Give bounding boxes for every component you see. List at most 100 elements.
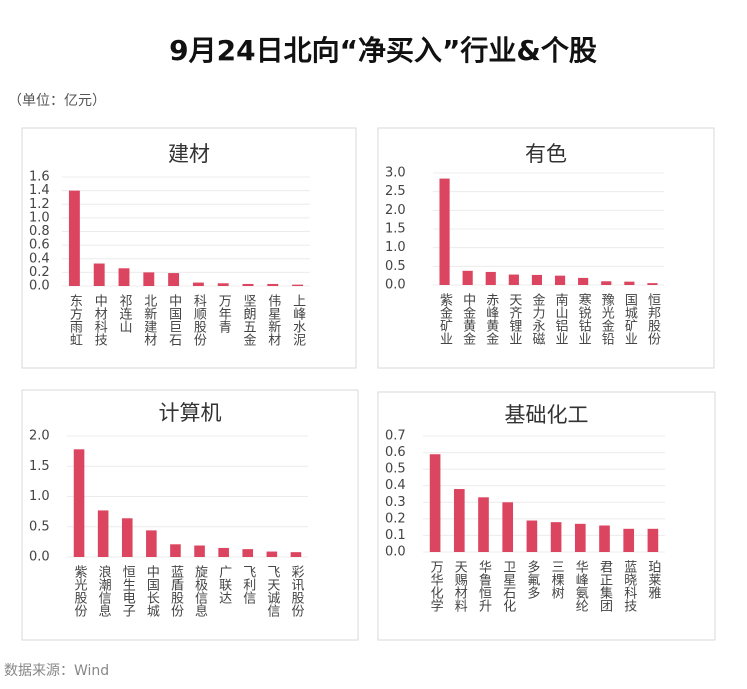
x-tick-label: 蓝盾股份 xyxy=(168,565,184,617)
x-tick-label: 科顺股份 xyxy=(191,294,207,346)
y-tick-label: 0.0 xyxy=(29,550,50,565)
bar xyxy=(192,282,204,286)
bar xyxy=(531,274,543,285)
bar xyxy=(194,545,205,557)
x-tick-label: 中金黄金 xyxy=(460,293,476,345)
x-tick-label: 国城矿业 xyxy=(622,293,638,345)
bar xyxy=(217,283,229,286)
panel-title: 基础化工 xyxy=(505,403,589,427)
x-tick-label: 华峰氨纶 xyxy=(573,560,589,612)
bar xyxy=(478,497,489,552)
x-tick-label: 彩讯股份 xyxy=(288,565,304,617)
bar xyxy=(168,273,180,286)
bar xyxy=(599,525,610,552)
y-tick-label: 1.4 xyxy=(29,183,50,198)
x-tick-label: 飞天诚信 xyxy=(264,565,280,617)
x-tick-label: 祁连山 xyxy=(117,294,133,333)
y-tick-label: 0.7 xyxy=(385,429,406,444)
bar xyxy=(647,283,658,285)
y-tick-label: 1.6 xyxy=(29,170,50,185)
bar xyxy=(647,528,659,552)
y-tick-label: 0.4 xyxy=(385,478,406,493)
y-tick-label: 1.0 xyxy=(29,489,50,504)
y-tick-label: 0.8 xyxy=(29,224,50,239)
bar xyxy=(118,268,130,286)
y-tick-label: 0.0 xyxy=(29,279,50,294)
x-tick-label: 东方雨虹 xyxy=(67,294,83,346)
bar xyxy=(290,552,302,557)
bar xyxy=(146,530,157,557)
y-tick-label: 0.2 xyxy=(385,511,406,526)
x-tick-label: 蓝晓科技 xyxy=(621,560,637,612)
bar xyxy=(508,274,519,285)
x-tick-label: 天赐材料 xyxy=(452,560,468,612)
x-tick-label: 万华化学 xyxy=(428,560,444,612)
x-tick-label: 飞利信 xyxy=(240,565,256,604)
bar xyxy=(429,454,441,552)
bar xyxy=(170,544,181,557)
bar xyxy=(68,190,80,286)
x-tick-label: 赤峰黄金 xyxy=(483,293,499,345)
bar xyxy=(97,510,109,557)
y-tick-label: 0.0 xyxy=(385,545,406,560)
y-tick-label: 0.4 xyxy=(29,251,50,266)
x-tick-label: 君正集团 xyxy=(597,560,613,612)
x-tick-label: 多氟多 xyxy=(524,559,540,599)
y-tick-label: 2.0 xyxy=(29,429,50,444)
x-tick-label: 恒邦股份 xyxy=(645,293,661,345)
x-tick-label: 浪潮信息 xyxy=(96,565,112,617)
x-tick-label: 中材科技 xyxy=(92,294,108,346)
x-tick-label: 旋极信息 xyxy=(192,565,208,617)
bar xyxy=(601,281,612,285)
x-tick-label: 广联达 xyxy=(216,565,232,605)
bar xyxy=(462,270,473,285)
bar xyxy=(242,549,254,557)
x-tick-label: 寒锐钴业 xyxy=(576,292,592,345)
x-tick-label: 中国巨石 xyxy=(166,294,182,346)
y-tick-label: 0.5 xyxy=(385,462,406,477)
bar xyxy=(578,277,589,285)
bar xyxy=(574,523,586,552)
y-tick-label: 2.5 xyxy=(385,184,406,199)
x-tick-label: 坚朗五金 xyxy=(241,294,257,346)
y-tick-label: 1.5 xyxy=(29,459,50,474)
bar xyxy=(526,520,538,552)
x-tick-label: 北新建材 xyxy=(141,294,157,346)
unit-note: （单位：亿元） xyxy=(8,93,106,109)
bar xyxy=(292,284,304,286)
y-tick-label: 3.0 xyxy=(385,166,406,181)
x-tick-label: 金力永磁 xyxy=(529,292,545,345)
bar xyxy=(485,271,496,285)
bar xyxy=(554,275,566,285)
bar xyxy=(93,263,105,286)
y-tick-label: 0.5 xyxy=(29,519,50,534)
x-tick-label: 华鲁恒升 xyxy=(476,560,492,612)
x-tick-label: 上峰水泥 xyxy=(290,294,306,346)
x-tick-label: 天齐锂业 xyxy=(506,293,522,345)
y-tick-label: 1.0 xyxy=(385,240,406,255)
bar xyxy=(550,522,562,552)
panel-title: 建材 xyxy=(168,142,210,166)
bar xyxy=(218,547,229,557)
x-tick-label: 南山铝业 xyxy=(553,292,569,345)
bar xyxy=(624,281,635,285)
x-tick-label: 恒生电子 xyxy=(120,565,136,617)
y-tick-label: 1.0 xyxy=(29,210,50,225)
x-tick-label: 中国长城 xyxy=(144,565,160,618)
bar xyxy=(453,489,465,552)
y-tick-label: 0.5 xyxy=(385,259,406,274)
y-tick-label: 0.6 xyxy=(29,238,50,253)
chart-title: 9月24日北向“净买入”行业&个股 xyxy=(169,34,597,67)
x-tick-label: 紫金矿业 xyxy=(437,293,453,345)
bar xyxy=(266,551,278,557)
bar xyxy=(73,449,85,557)
y-tick-label: 1.2 xyxy=(29,197,50,212)
x-tick-label: 紫光股份 xyxy=(72,565,88,617)
x-tick-label: 三棵树 xyxy=(549,560,565,599)
y-tick-label: 0.1 xyxy=(385,528,406,543)
x-tick-label: 珀莱雅 xyxy=(645,560,661,599)
source-note: 数据来源：Wind xyxy=(4,663,109,679)
x-tick-label: 豫光金铅 xyxy=(599,293,615,345)
x-tick-label: 万年青 xyxy=(216,294,232,333)
